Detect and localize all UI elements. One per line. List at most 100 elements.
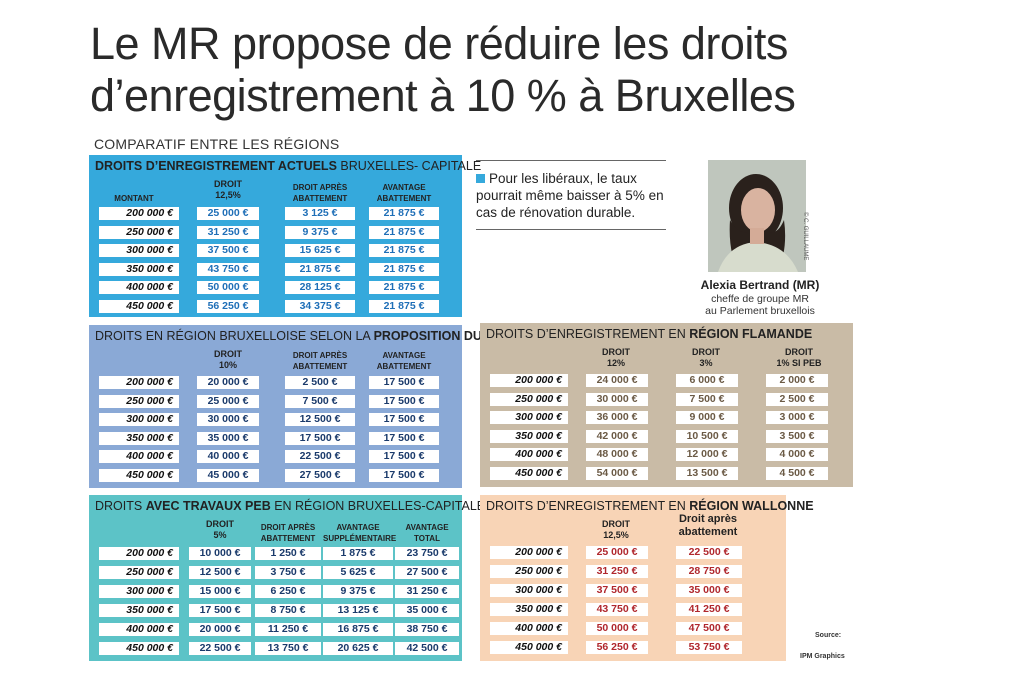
apres-cell: 9 375 € bbox=[285, 225, 355, 239]
avantage-cell: 21 875 € bbox=[369, 225, 439, 239]
droit-1-cell: 3 000 € bbox=[766, 411, 828, 424]
apres-cell: 13 750 € bbox=[255, 642, 321, 655]
avantage-cell: 17 500 € bbox=[369, 376, 439, 389]
droit-cell: 43 750 € bbox=[197, 262, 259, 276]
amount-cell: 350 000 € bbox=[490, 429, 568, 443]
supplementaire-cell: 16 875 € bbox=[323, 623, 393, 636]
section-subtitle: COMPARATIF ENTRE LES RÉGIONS bbox=[94, 136, 340, 152]
avantage-cell: 21 875 € bbox=[369, 299, 439, 313]
apres-cell: 22 500 € bbox=[676, 546, 742, 559]
amount-cell: 200 000 € bbox=[490, 374, 568, 387]
droit-cell: 50 000 € bbox=[197, 281, 259, 294]
portrait-illustration bbox=[708, 160, 806, 272]
col-header-apres: Droit après abattement bbox=[678, 513, 738, 538]
headline-line-2: d’enregistrement à 10 % à Bruxelles bbox=[90, 70, 796, 121]
col-header-avantage: AVANTAGE ABATTEMENT bbox=[376, 183, 432, 203]
droit-1-cell: 3 500 € bbox=[766, 429, 828, 443]
avantage-cell: 17 500 € bbox=[369, 413, 439, 426]
apres-cell: 8 750 € bbox=[255, 604, 321, 617]
col-header-droit: DROIT 12,5% bbox=[214, 179, 242, 200]
table-title: DROITS D’ENREGISTREMENT EN RÉGION FLAMAN… bbox=[486, 327, 813, 341]
droit-125-cell: 31 250 € bbox=[586, 565, 648, 578]
square-bullet-icon bbox=[476, 174, 485, 183]
table-title: DROITS AVEC TRAVAUX PEB EN RÉGION BRUXEL… bbox=[95, 499, 486, 513]
col-header-apres: DROIT APRÈS ABATTEMENT bbox=[260, 523, 316, 543]
col-header-droit-3: DROIT 3% bbox=[692, 347, 720, 368]
apres-cell: 12 500 € bbox=[285, 413, 355, 426]
supplementaire-cell: 20 625 € bbox=[323, 642, 393, 655]
droit-cell: 17 500 € bbox=[189, 604, 251, 617]
col-header-droit-1-peb: DROIT 1% SI PEB bbox=[776, 347, 822, 368]
source-value: IPM Graphics bbox=[800, 653, 845, 660]
droit-3-cell: 7 500 € bbox=[676, 392, 738, 406]
droit-cell: 25 000 € bbox=[197, 207, 259, 220]
avantage-cell: 17 500 € bbox=[369, 468, 439, 482]
avantage-cell: 21 875 € bbox=[369, 262, 439, 276]
amount-cell: 400 000 € bbox=[99, 623, 179, 636]
droit-12-cell: 30 000 € bbox=[586, 392, 648, 406]
droit-1-cell: 2 500 € bbox=[766, 392, 828, 406]
droit-125-cell: 56 250 € bbox=[586, 641, 648, 654]
avantage-cell: 17 500 € bbox=[369, 450, 439, 463]
droit-3-cell: 9 000 € bbox=[676, 411, 738, 424]
col-header-total: AVANTAGE TOTAL bbox=[405, 523, 449, 543]
amount-cell: 400 000 € bbox=[490, 622, 568, 635]
col-header-droit-12: DROIT 12% bbox=[602, 347, 630, 368]
table-flanders: DROITS D’ENREGISTREMENT EN RÉGION FLAMAN… bbox=[480, 323, 853, 487]
droit-cell: 20 000 € bbox=[189, 623, 251, 636]
droit-12-cell: 54 000 € bbox=[586, 466, 648, 480]
droit-12-cell: 24 000 € bbox=[586, 374, 648, 387]
headline-line-1: Le MR propose de réduire les droits bbox=[90, 18, 788, 69]
droit-125-cell: 50 000 € bbox=[586, 622, 648, 635]
col-header-droit: DROIT 5% bbox=[206, 519, 234, 540]
apres-cell: 6 250 € bbox=[255, 585, 321, 598]
apres-cell: 3 125 € bbox=[285, 207, 355, 220]
droit-12-cell: 48 000 € bbox=[586, 448, 648, 461]
table-current-brussels: DROITS D’ENREGISTREMENT ACTUELS BRUXELLE… bbox=[89, 155, 481, 317]
droit-cell: 25 000 € bbox=[197, 394, 259, 408]
droit-3-cell: 13 500 € bbox=[676, 466, 738, 480]
amount-cell: 450 000 € bbox=[490, 641, 568, 654]
amount-cell: 400 000 € bbox=[99, 281, 179, 294]
droit-cell: 45 000 € bbox=[197, 468, 259, 482]
droit-cell: 10 000 € bbox=[189, 547, 251, 560]
total-cell: 42 500 € bbox=[395, 642, 459, 655]
amount-cell: 250 000 € bbox=[490, 392, 568, 406]
droit-cell: 12 500 € bbox=[189, 566, 251, 579]
source-label: Source: bbox=[815, 632, 842, 639]
apres-cell: 28 125 € bbox=[285, 281, 355, 294]
total-cell: 38 750 € bbox=[395, 623, 459, 636]
amount-cell: 350 000 € bbox=[99, 604, 179, 617]
col-header-droit: DROIT 10% bbox=[214, 349, 242, 370]
avantage-cell: 17 500 € bbox=[369, 394, 439, 408]
amount-cell: 250 000 € bbox=[490, 565, 568, 578]
amount-cell: 300 000 € bbox=[99, 244, 179, 257]
headline: Le MR propose de réduire les droits d’en… bbox=[90, 18, 990, 122]
droit-3-cell: 12 000 € bbox=[676, 448, 738, 461]
apres-cell: 41 250 € bbox=[676, 603, 742, 616]
amount-cell: 250 000 € bbox=[99, 566, 179, 579]
col-header-supplementaire: AVANTAGE SUPPLÉMENTAIRE bbox=[323, 523, 397, 543]
droit-cell: 37 500 € bbox=[197, 244, 259, 257]
total-cell: 31 250 € bbox=[395, 585, 459, 598]
amount-cell: 450 000 € bbox=[99, 468, 179, 482]
apres-cell: 21 875 € bbox=[285, 262, 355, 276]
amount-cell: 350 000 € bbox=[99, 262, 179, 276]
droit-cell: 35 000 € bbox=[197, 431, 259, 445]
table-peb-works: DROITS AVEC TRAVAUX PEB EN RÉGION BRUXEL… bbox=[89, 495, 485, 661]
droit-1-cell: 2 000 € bbox=[766, 374, 828, 387]
apres-cell: 2 500 € bbox=[285, 376, 355, 389]
amount-cell: 300 000 € bbox=[99, 585, 179, 598]
apres-cell: 7 500 € bbox=[285, 394, 355, 408]
amount-cell: 300 000 € bbox=[99, 413, 179, 426]
table-wallonia: DROITS D’ENREGISTREMENT EN RÉGION WALLON… bbox=[480, 495, 814, 661]
apres-cell: 22 500 € bbox=[285, 450, 355, 463]
droit-1-cell: 4 500 € bbox=[766, 466, 828, 480]
total-cell: 23 750 € bbox=[395, 547, 459, 560]
amount-cell: 250 000 € bbox=[99, 394, 179, 408]
total-cell: 35 000 € bbox=[395, 604, 459, 617]
person-role: cheffe de groupe MR au Parlement bruxello… bbox=[705, 293, 815, 317]
apres-cell: 35 000 € bbox=[676, 584, 742, 597]
photo-credit: © C. GUILLAUME bbox=[802, 212, 808, 261]
amount-cell: 450 000 € bbox=[99, 642, 179, 655]
